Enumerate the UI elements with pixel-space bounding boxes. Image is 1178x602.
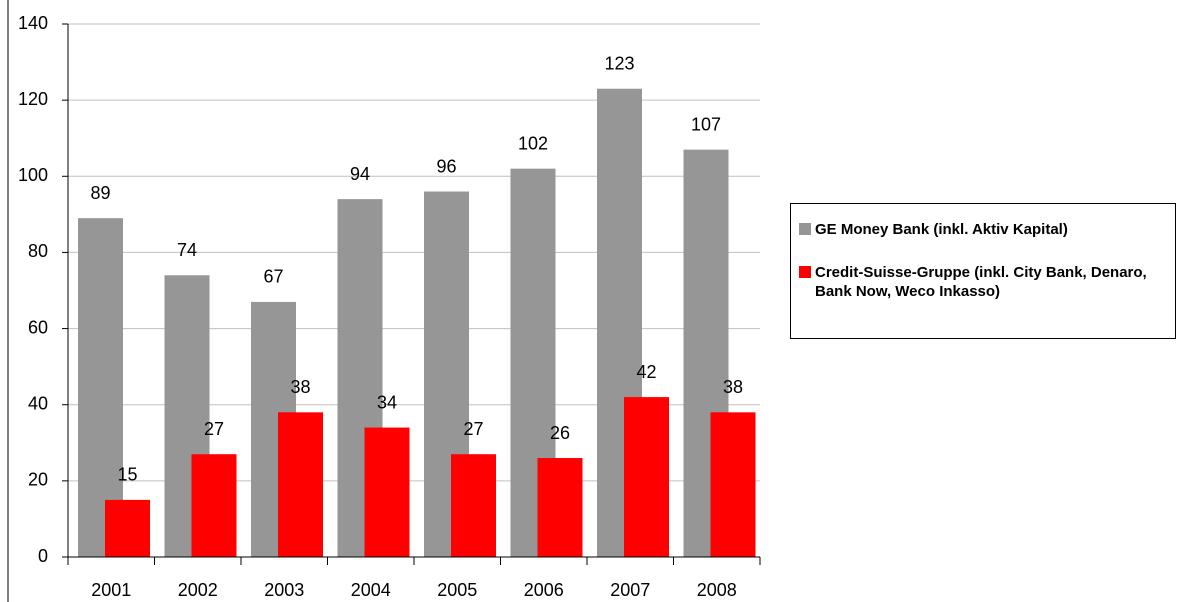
legend: GE Money Bank (inkl. Aktiv Kapital) Credi…: [790, 203, 1176, 339]
data-label: 38: [723, 377, 743, 397]
x-tick-label: 2001: [91, 580, 131, 600]
y-tick-label: 100: [18, 165, 48, 185]
legend-label: GE Money Bank (inkl. Aktiv Kapital): [815, 221, 1068, 238]
data-label: 26: [550, 423, 570, 443]
y-tick-label: 40: [28, 393, 48, 413]
x-tick-label: 2004: [351, 580, 391, 600]
y-tick-label: 80: [28, 241, 48, 261]
data-label: 102: [518, 133, 548, 153]
x-tick-label: 2005: [437, 580, 477, 600]
x-tick-label: 2002: [178, 580, 218, 600]
x-tick-label: 2003: [264, 580, 304, 600]
data-label: 94: [350, 164, 370, 184]
bar: [451, 454, 496, 557]
y-tick-label: 120: [18, 89, 48, 109]
legend-entry: Credit-Suisse-Gruppe (inkl. City Bank, D…: [799, 263, 1169, 301]
legend-label: Credit-Suisse-Gruppe (inkl. City Bank, D…: [815, 264, 1147, 300]
bar: [710, 412, 756, 557]
x-tick-label: 2006: [524, 580, 564, 600]
data-label: 74: [177, 240, 197, 260]
data-label: 67: [263, 267, 283, 287]
data-label: 27: [463, 419, 483, 439]
x-tick-label: 2007: [610, 580, 650, 600]
bar: [364, 427, 410, 557]
legend-swatch: [799, 266, 811, 278]
data-label: 42: [636, 362, 656, 382]
bar: [537, 458, 583, 557]
y-tick-label: 0: [38, 546, 48, 566]
data-label: 89: [90, 183, 110, 203]
data-label: 38: [290, 377, 310, 397]
bar: [278, 412, 323, 557]
bar: [105, 499, 150, 557]
data-label: 34: [377, 392, 397, 412]
data-label: 123: [604, 53, 634, 73]
legend-entry: GE Money Bank (inkl. Aktiv Kapital): [799, 220, 1169, 239]
x-tick-label: 2008: [697, 580, 737, 600]
y-tick-label: 20: [28, 470, 48, 490]
bar: [191, 454, 237, 557]
legend-swatch: [799, 223, 811, 235]
data-label: 96: [436, 156, 456, 176]
y-tick-label: 60: [28, 317, 48, 337]
data-label: 15: [117, 465, 137, 485]
y-tick-label: 140: [18, 13, 48, 33]
bar: [624, 397, 669, 557]
data-label: 107: [691, 114, 721, 134]
data-label: 27: [204, 419, 224, 439]
